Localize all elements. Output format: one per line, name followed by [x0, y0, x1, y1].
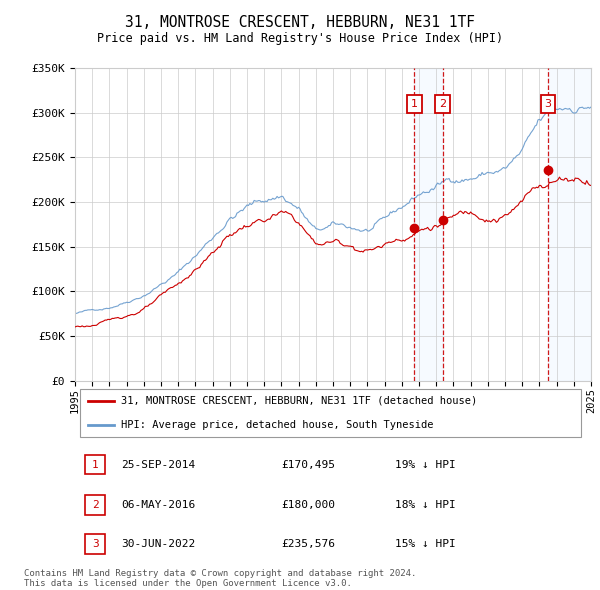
Text: 1: 1 — [92, 460, 98, 470]
Bar — [548, 68, 591, 381]
Text: 25-SEP-2014: 25-SEP-2014 — [121, 460, 196, 470]
FancyBboxPatch shape — [85, 455, 105, 474]
Text: 31, MONTROSE CRESCENT, HEBBURN, NE31 1TF (detached house): 31, MONTROSE CRESCENT, HEBBURN, NE31 1TF… — [121, 396, 478, 406]
FancyBboxPatch shape — [85, 495, 105, 515]
Text: 3: 3 — [545, 99, 551, 109]
FancyBboxPatch shape — [80, 389, 581, 437]
Text: 15% ↓ HPI: 15% ↓ HPI — [395, 539, 455, 549]
Text: 2: 2 — [439, 99, 446, 109]
Text: 31, MONTROSE CRESCENT, HEBBURN, NE31 1TF: 31, MONTROSE CRESCENT, HEBBURN, NE31 1TF — [125, 15, 475, 30]
Text: HPI: Average price, detached house, South Tyneside: HPI: Average price, detached house, Sout… — [121, 420, 434, 430]
Text: 19% ↓ HPI: 19% ↓ HPI — [395, 460, 455, 470]
Text: 18% ↓ HPI: 18% ↓ HPI — [395, 500, 455, 510]
Text: Price paid vs. HM Land Registry's House Price Index (HPI): Price paid vs. HM Land Registry's House … — [97, 32, 503, 45]
Text: £235,576: £235,576 — [281, 539, 335, 549]
Text: 2: 2 — [92, 500, 98, 510]
Text: 06-MAY-2016: 06-MAY-2016 — [121, 500, 196, 510]
Bar — [415, 68, 443, 381]
Text: 3: 3 — [92, 539, 98, 549]
Text: 1: 1 — [411, 99, 418, 109]
Text: £180,000: £180,000 — [281, 500, 335, 510]
Text: Contains HM Land Registry data © Crown copyright and database right 2024.
This d: Contains HM Land Registry data © Crown c… — [24, 569, 416, 588]
Text: £170,495: £170,495 — [281, 460, 335, 470]
FancyBboxPatch shape — [85, 535, 105, 554]
Text: 30-JUN-2022: 30-JUN-2022 — [121, 539, 196, 549]
